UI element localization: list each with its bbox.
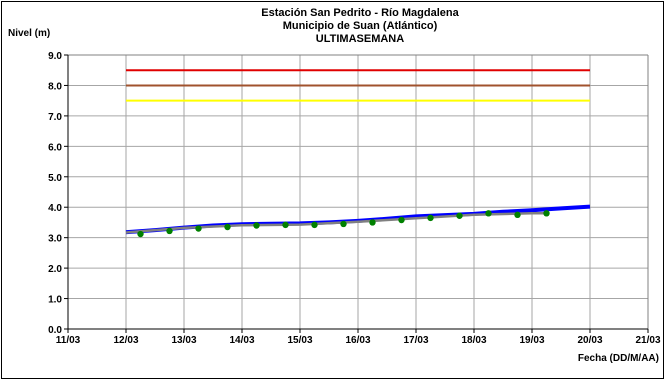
y-tick-label: 3.0	[48, 234, 62, 245]
series-point	[253, 222, 260, 229]
series-point	[166, 227, 173, 235]
y-tick-label: 1.0	[48, 295, 62, 306]
y-tick-label: 7.0	[48, 112, 62, 123]
y-axis-label: Nivel (m)	[8, 28, 50, 39]
y-tick-label: 2.0	[48, 264, 62, 275]
series-point	[311, 221, 318, 229]
series-point	[340, 220, 347, 228]
series-point	[514, 211, 521, 219]
chart-subtitle-week: ULTIMASEMANA	[316, 33, 404, 45]
x-tick-label: 19/03	[519, 335, 544, 346]
y-tick-label: 6.0	[48, 142, 62, 153]
series-point	[369, 219, 376, 226]
tick-labels: 0.0 1.0 2.0 3.0 4.0 5.0 6.0 7.0 8.0 9.0 11/03 12/03…	[48, 51, 661, 346]
series-point	[456, 212, 463, 219]
series-point	[224, 223, 231, 231]
x-tick-label: 13/03	[171, 335, 196, 346]
x-tick-label: 14/03	[229, 335, 254, 346]
series-line-gray	[125, 212, 550, 234]
chart-title: Estación San Pedrito - Río Magdalena	[261, 7, 459, 19]
series-point	[195, 225, 202, 232]
x-axis-label: Fecha (DD/M/AA)	[578, 353, 659, 364]
x-tick-label: 16/03	[345, 335, 370, 346]
x-tick-label: 17/03	[403, 335, 428, 346]
series-point	[485, 210, 492, 217]
axes	[64, 54, 649, 333]
y-tick-label: 4.0	[48, 203, 62, 214]
y-tick-label: 9.0	[48, 51, 62, 62]
series-point	[543, 210, 550, 217]
x-tick-label: 11/03	[56, 335, 81, 346]
threshold-lines	[126, 69, 590, 102]
series-point	[398, 216, 405, 224]
series-point	[282, 221, 289, 229]
y-tick-label: 8.0	[48, 81, 62, 92]
y-tick-label: 5.0	[48, 173, 62, 184]
x-tick-label: 21/03	[635, 335, 660, 346]
series-point	[137, 230, 144, 238]
series-layer	[125, 204, 591, 238]
chart-subtitle: Municipio de Suan (Atlántico)	[283, 20, 438, 32]
x-tick-label: 15/03	[287, 335, 312, 346]
x-tick-label: 12/03	[113, 335, 138, 346]
x-tick-label: 18/03	[461, 335, 486, 346]
x-tick-label: 20/03	[577, 335, 602, 346]
series-point	[427, 214, 434, 222]
y-tick-label: 0.0	[48, 325, 62, 336]
